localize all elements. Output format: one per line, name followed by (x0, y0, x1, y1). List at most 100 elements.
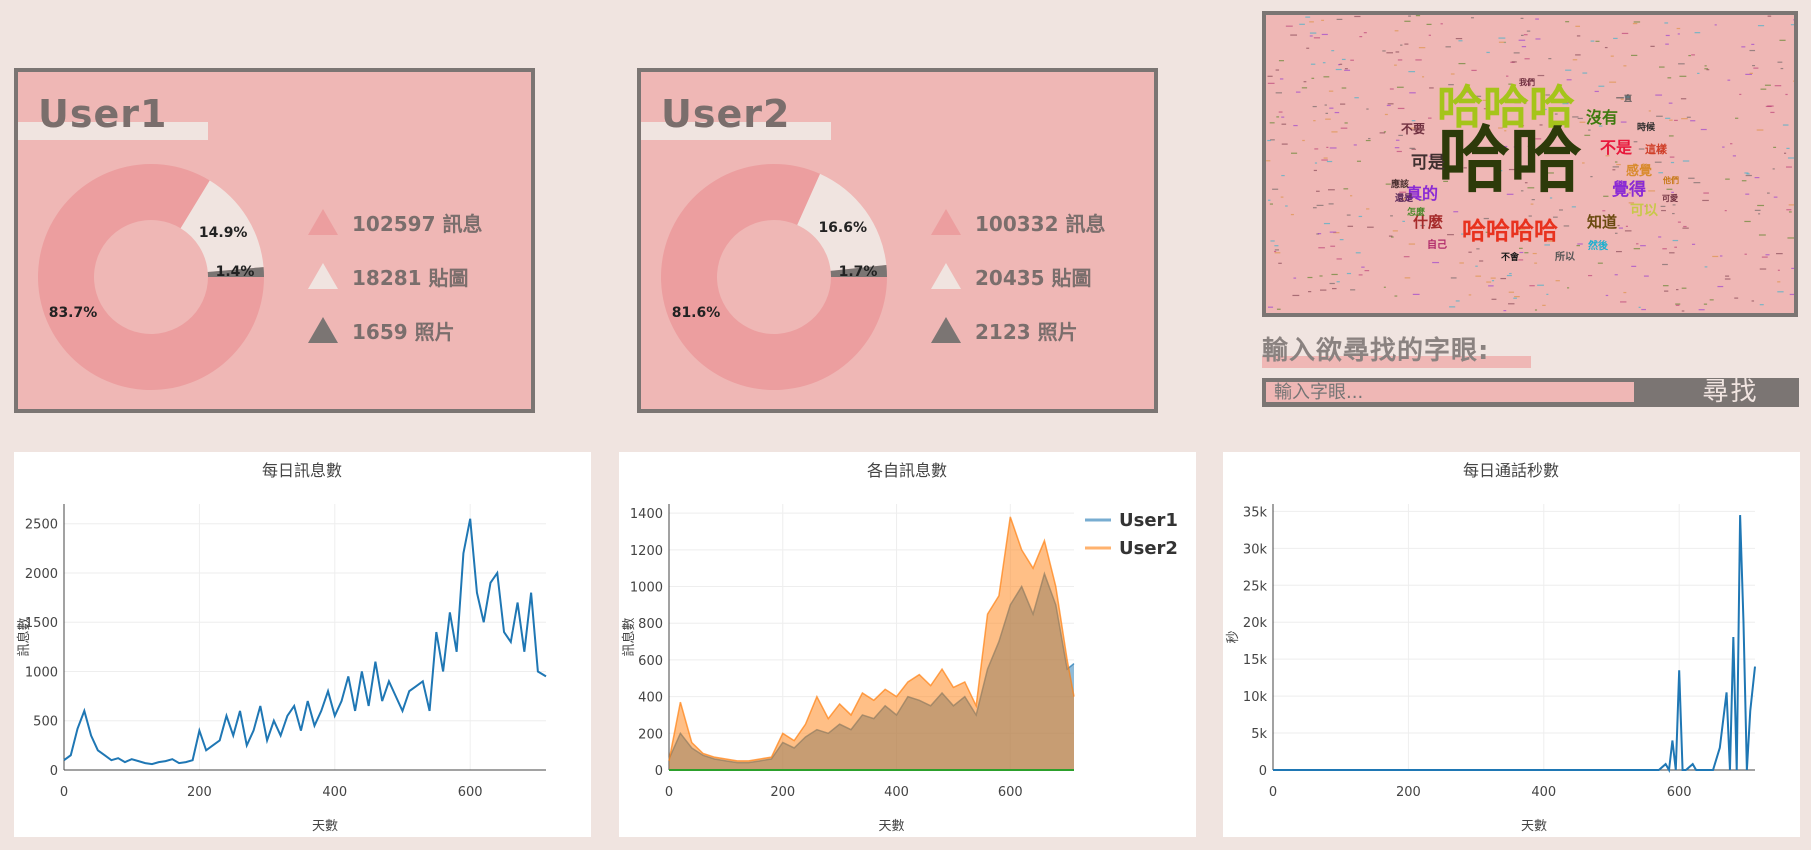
word-speck (1323, 157, 1328, 159)
word-speck (1657, 150, 1663, 153)
word-speck (1576, 35, 1581, 37)
word-speck (1270, 240, 1275, 242)
word-speck (1274, 252, 1281, 254)
word-speck (1504, 130, 1507, 132)
word-speck (1520, 17, 1524, 19)
word-speck (1680, 98, 1687, 100)
word-speck (1672, 212, 1675, 215)
search-button[interactable]: 尋找 (1702, 377, 1759, 407)
word-speck (1793, 19, 1794, 21)
word-speck (1520, 34, 1524, 36)
word-speck (1681, 310, 1685, 312)
legend-label-User1[interactable]: User1 (1119, 510, 1178, 531)
word-speck (1668, 135, 1674, 137)
word-speck (1299, 23, 1305, 25)
word-speck (1309, 21, 1314, 23)
triangle-icon (308, 209, 338, 235)
word-speck (1668, 102, 1673, 104)
word-18: 還是 (1395, 192, 1414, 204)
word-speck (1330, 245, 1336, 247)
word-speck (1752, 64, 1756, 67)
word-speck (1328, 90, 1334, 92)
word-speck (1267, 306, 1274, 308)
word-speck (1623, 291, 1627, 294)
word-speck (1326, 160, 1333, 163)
word-speck (1498, 170, 1503, 172)
daily-messages-chart-panel: 每日訊息數 0 200 400 600 0 500 1000 1500 2000 2500 天數 訊息數 (14, 452, 591, 837)
user2-title: User2 (661, 92, 791, 136)
y-tick-label: 25k (1243, 579, 1268, 594)
word-speck (1638, 148, 1645, 150)
word-speck (1677, 33, 1680, 35)
word-2: 哈哈哈哈 (1462, 217, 1558, 245)
word-speck (1620, 121, 1627, 123)
word-speck (1354, 15, 1361, 18)
word-speck (1665, 43, 1669, 45)
word-speck (1545, 94, 1550, 96)
x-axis-label: 天數 (312, 819, 338, 834)
word-speck (1751, 300, 1755, 302)
word-speck (1565, 21, 1570, 23)
word-speck (1397, 59, 1403, 61)
word-speck (1279, 78, 1284, 80)
word-speck (1773, 196, 1778, 198)
word-speck (1764, 84, 1771, 86)
word-speck (1389, 88, 1394, 90)
word-speck (1318, 247, 1325, 249)
word-speck (1535, 38, 1541, 40)
word-speck (1554, 113, 1558, 115)
word-speck (1415, 59, 1422, 61)
word-speck (1316, 233, 1320, 235)
word-speck (1445, 46, 1451, 48)
word-speck (1572, 59, 1578, 61)
y-tick-label: 0 (655, 764, 663, 779)
word-speck (1278, 60, 1284, 62)
word-speck (1394, 30, 1399, 32)
word-speck (1582, 162, 1585, 164)
word-speck (1603, 195, 1609, 197)
word-speck (1399, 191, 1407, 193)
word-speck (1395, 51, 1400, 53)
word-speck (1777, 61, 1783, 63)
word-speck (1458, 40, 1463, 42)
word-speck (1588, 274, 1593, 277)
daily-messages-chart: 每日訊息數 0 200 400 600 0 500 1000 1500 2000 2500 天數 訊息數 (16, 461, 547, 834)
word-speck (1579, 121, 1586, 123)
word-speck (1506, 75, 1509, 77)
word-speck (1758, 234, 1766, 236)
word-speck (1698, 309, 1705, 311)
legend-label-User2[interactable]: User2 (1119, 538, 1178, 559)
word-speck (1661, 209, 1666, 212)
word-speck (1392, 230, 1398, 232)
y-tick-label: 15k (1243, 653, 1268, 668)
word-speck (1514, 102, 1522, 104)
word-speck (1745, 73, 1752, 75)
y-axis-label: 秒 (1226, 630, 1241, 643)
word-speck (1404, 43, 1409, 45)
word-speck (1491, 298, 1497, 300)
word-speck (1325, 112, 1329, 114)
word-speck (1566, 79, 1572, 81)
word-speck (1449, 306, 1456, 308)
word-1: 哈哈哈 (1437, 80, 1575, 134)
word-speck (1484, 129, 1491, 131)
word-speck (1662, 248, 1667, 250)
word-speck (1542, 187, 1545, 190)
word-speck (1386, 52, 1394, 54)
word-speck (1394, 295, 1398, 297)
y-tick-label: 800 (638, 617, 663, 632)
word-speck (1565, 69, 1572, 71)
search-input[interactable] (1266, 382, 1634, 402)
word-speck (1269, 203, 1273, 205)
word-speck (1404, 277, 1411, 279)
word-speck (1305, 16, 1311, 18)
word-speck (1664, 22, 1669, 24)
y-tick-label: 0 (50, 764, 58, 779)
word-speck (1344, 122, 1348, 124)
word-speck (1411, 120, 1416, 122)
word-speck (1614, 161, 1618, 163)
word-speck (1650, 45, 1655, 47)
word-speck (1686, 116, 1691, 118)
word-speck (1735, 117, 1739, 119)
